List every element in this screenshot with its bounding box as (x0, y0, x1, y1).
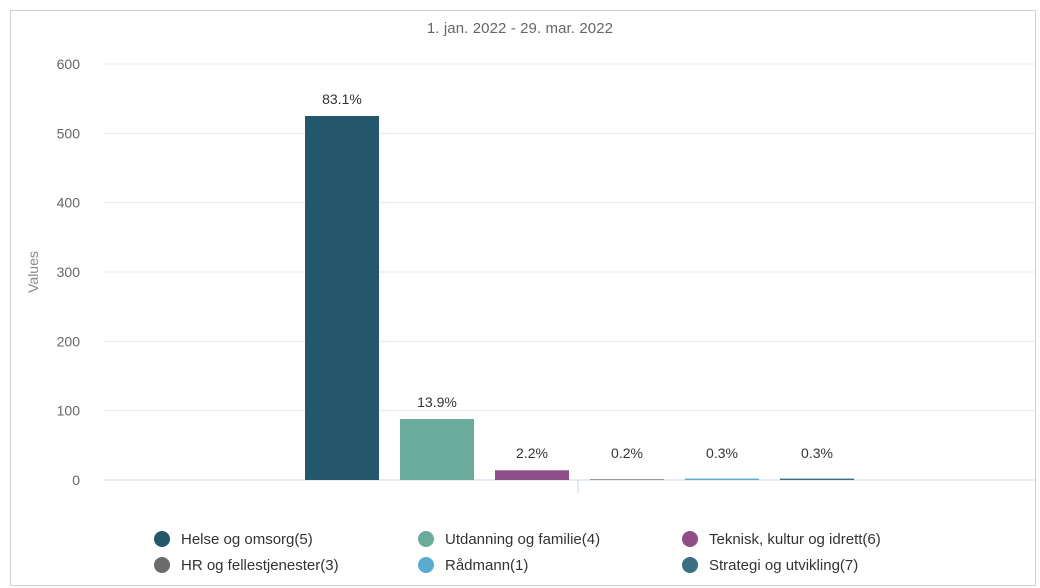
chart-frame (10, 10, 1036, 586)
data-label: 0.3% (706, 445, 738, 461)
legend-label: Rådmann(1) (445, 556, 529, 574)
legend-swatch (154, 531, 170, 547)
legend-label: Utdanning og familie(4) (445, 530, 601, 548)
legend-label: Helse og omsorg(5) (181, 530, 313, 548)
legend-label: HR og fellestjenester(3) (181, 556, 339, 574)
data-label: 83.1% (322, 91, 362, 107)
chart-title: 1. jan. 2022 - 29. mar. 2022 (426, 20, 614, 37)
y-axis-label: Values (25, 251, 41, 293)
bar[interactable] (495, 470, 569, 480)
y-tick-label: 200 (57, 333, 81, 349)
bar[interactable] (590, 479, 664, 480)
legend-swatch (682, 557, 698, 573)
legend-item[interactable]: HR og fellestjenester(3) (154, 554, 418, 576)
y-tick-label: 400 (57, 195, 81, 211)
y-tick-label: 500 (57, 125, 81, 141)
bar[interactable] (780, 478, 854, 480)
legend-item[interactable]: Helse og omsorg(5) (154, 528, 418, 550)
legend-label: Strategi og utvikling(7) (709, 556, 859, 574)
legend-swatch (418, 531, 434, 547)
chart-legend: Helse og omsorg(5) Utdanning og familie(4… (154, 528, 974, 576)
legend-label: Teknisk, kultur og idrett(6) (709, 530, 881, 548)
legend-item[interactable]: Utdanning og familie(4) (418, 528, 682, 550)
data-labels: 83.1% 13.9% 2.2% 0.2% 0.3% 0.3% (322, 91, 833, 461)
data-label: 2.2% (516, 445, 548, 461)
bar[interactable] (400, 418, 474, 480)
data-label: 0.3% (801, 445, 833, 461)
y-tick-label: 300 (57, 264, 81, 280)
y-axis-ticks: 0 100 200 300 400 500 600 (57, 56, 81, 488)
legend-item[interactable]: Strategi og utvikling(7) (682, 554, 974, 576)
y-tick-label: 0 (72, 472, 80, 488)
y-tick-label: 600 (57, 56, 81, 72)
legend-item[interactable]: Teknisk, kultur og idrett(6) (682, 528, 974, 550)
legend-swatch (682, 531, 698, 547)
data-label: 0.2% (611, 445, 643, 461)
legend-swatch (418, 557, 434, 573)
y-tick-label: 100 (57, 403, 81, 419)
bar[interactable] (305, 116, 379, 480)
bars (305, 116, 854, 480)
legend-item[interactable]: Rådmann(1) (418, 554, 682, 576)
data-label: 13.9% (417, 394, 457, 410)
bar[interactable] (685, 478, 759, 480)
gridlines (104, 63, 1036, 481)
legend-swatch (154, 557, 170, 573)
